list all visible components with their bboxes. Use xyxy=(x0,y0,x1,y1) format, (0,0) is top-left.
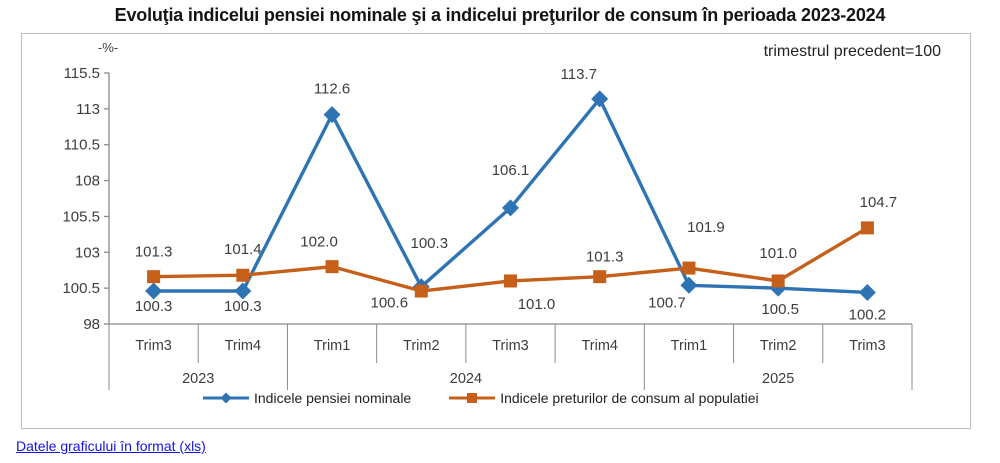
legend-label: Indicele preturilor de consum al populat… xyxy=(500,390,759,406)
data-label: 112.6 xyxy=(314,81,350,98)
square-marker xyxy=(147,270,161,284)
data-label: 113.7 xyxy=(561,66,597,83)
diamond-legend-swatch-icon xyxy=(203,392,249,404)
y-tick-label: 108 xyxy=(75,173,100,190)
square-marker xyxy=(414,284,428,298)
x-category-label: Trim4 xyxy=(581,338,618,354)
y-tick-label: 103 xyxy=(75,244,100,261)
diamond-marker xyxy=(234,282,252,300)
legend: Indicele pensiei nominale Indicele pretur… xyxy=(203,390,759,406)
diamond-marker xyxy=(858,283,876,301)
data-label: 101.0 xyxy=(518,296,556,313)
y-tick-label: 98 xyxy=(83,316,100,333)
x-year-label: 2023 xyxy=(182,371,214,387)
diamond-marker xyxy=(680,276,698,294)
x-category-label: Trim4 xyxy=(225,338,262,354)
diamond-marker xyxy=(591,90,609,108)
y-tick-label: 115.5 xyxy=(64,65,100,82)
data-label: 100.3 xyxy=(411,235,449,252)
series-line xyxy=(151,97,870,295)
data-label: 101.0 xyxy=(759,245,797,262)
y-tick-label: 105.5 xyxy=(62,208,100,225)
square-marker xyxy=(771,274,785,288)
series-indicele-pensiei-nominale: 100.3 100.3 112.6 100.6 106.1 113.7 100.7 100.5… xyxy=(135,66,886,324)
x-category-label: Trim2 xyxy=(403,338,440,354)
data-label: 100.6 xyxy=(371,295,409,312)
chart-container: -%- trimestrul precedent=100 98 100.5 103 1… xyxy=(21,33,971,429)
diamond-marker xyxy=(323,106,341,124)
y-tick-label: 113 xyxy=(76,101,100,118)
y-tick-label: 100.5 xyxy=(62,280,100,297)
data-label: 100.3 xyxy=(135,298,173,315)
x-category-label: Trim3 xyxy=(849,338,886,354)
square-marker xyxy=(325,260,339,274)
y-tick-label: 110.5 xyxy=(64,137,100,154)
data-label: 100.7 xyxy=(648,294,686,311)
data-label: 100.3 xyxy=(224,298,262,315)
x-year-label: 2024 xyxy=(450,371,482,387)
data-label: 101.3 xyxy=(135,244,173,261)
legend-label: Indicele pensiei nominale xyxy=(254,390,412,406)
legend-item-indicele-pensiei-nominale: Indicele pensiei nominale xyxy=(203,390,411,406)
data-label: 104.7 xyxy=(860,194,898,211)
data-label: 100.5 xyxy=(761,301,799,318)
square-marker xyxy=(593,270,607,284)
series-indicele-preturilor-de-consum-al-populatiei: 101.3 101.4 102.0 100.3 101.0 101.3 101.9 101.0… xyxy=(135,194,897,313)
data-label: 102.0 xyxy=(300,234,338,251)
square-marker xyxy=(504,274,517,288)
x-category-label: Trim2 xyxy=(760,338,797,354)
data-label: 101.9 xyxy=(687,219,725,236)
chart-plot: 98 100.5 103 105.5 108 110.5 113 115.5 Trim3 Trim… xyxy=(62,65,913,390)
square-marker xyxy=(860,221,874,235)
data-label: 106.1 xyxy=(492,162,530,179)
data-label: 101.4 xyxy=(224,241,262,258)
data-label: 100.2 xyxy=(849,306,887,323)
x-year-label: 2025 xyxy=(762,371,794,387)
x-category-label: Trim3 xyxy=(135,338,172,354)
x-category-label: Trim1 xyxy=(314,338,351,354)
y-axis-unit-label: -%- xyxy=(97,40,119,55)
diamond-marker xyxy=(502,199,519,217)
diamond-marker xyxy=(145,282,163,300)
square-marker xyxy=(236,268,250,282)
square-legend-swatch-icon xyxy=(449,393,496,403)
x-category-label: Trim1 xyxy=(671,338,708,354)
legend-item-indicele-preturilor-de-consum-al-populatiei: Indicele preturilor de consum al populat… xyxy=(449,390,759,406)
page-title: Evoluţia indicelui pensiei nominale şi a… xyxy=(114,5,886,25)
x-category-label: Trim3 xyxy=(492,338,529,354)
xls-download-link[interactable]: Datele graficului în format (xls) xyxy=(16,438,206,454)
square-marker xyxy=(682,261,696,275)
base-period-note: trimestrul precedent=100 xyxy=(763,43,941,60)
data-label: 101.3 xyxy=(586,249,624,266)
